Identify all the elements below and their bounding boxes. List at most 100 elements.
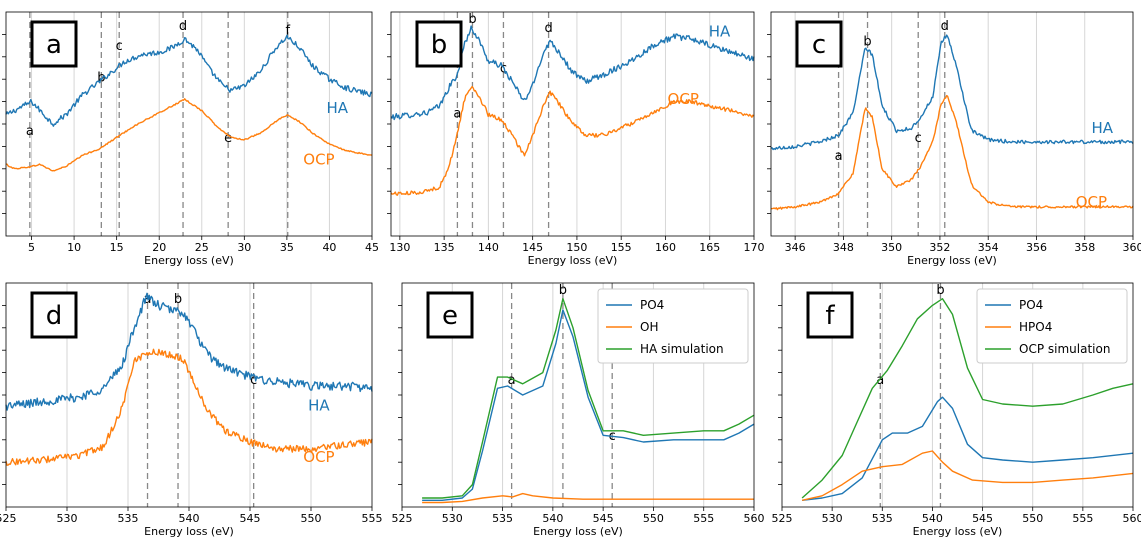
legend-frame <box>597 288 749 364</box>
panel-letter-box <box>30 291 78 339</box>
series-line-ocp <box>5 348 373 466</box>
x-tick-label: 356 <box>1026 241 1047 254</box>
panel-letter: c <box>812 30 826 60</box>
x-tick-label: 20 <box>152 241 166 254</box>
peak-label: b <box>936 283 944 298</box>
x-tick-label: 525 <box>0 512 17 525</box>
x-tick-label: 135 <box>434 241 455 254</box>
x-tick-label: 360 <box>1123 241 1141 254</box>
peak-label: c <box>116 39 123 54</box>
peak-label: b <box>468 12 476 27</box>
panel-c: a b c d 346 348 350 352 354 356 358 360 Energy loss … <box>767 11 1141 267</box>
x-tick-label: 155 <box>611 241 632 254</box>
peak-label: c <box>915 131 922 146</box>
x-tick-label: 535 <box>492 512 513 525</box>
x-tick-label: 160 <box>655 241 676 254</box>
series-label: OCP <box>303 448 334 466</box>
panel-letter-box <box>795 20 843 68</box>
series-line-oh <box>422 492 754 504</box>
peak-label: a <box>835 149 843 164</box>
x-tick-label: 25 <box>195 241 209 254</box>
peak-label: b <box>559 283 567 298</box>
x-tick-label: 530 <box>57 512 78 525</box>
series-label: HA <box>709 23 731 41</box>
x-tick-label: 550 <box>301 512 322 525</box>
panel-f: a b 525 530 535 540 545 550 555 560 Energy loss (e… <box>772 282 1141 538</box>
x-tick-label: 352 <box>929 241 950 254</box>
legend-label: OCP simulation <box>1019 342 1110 356</box>
x-tick-label: 560 <box>1123 512 1141 525</box>
x-tick-label: 530 <box>822 512 843 525</box>
x-tick-label: 525 <box>392 512 413 525</box>
peak-label: a <box>508 373 516 388</box>
series-line-ha-simulation <box>422 298 755 499</box>
x-axis-title: Energy loss (eV) <box>528 254 618 267</box>
x-tick-label: 550 <box>1022 512 1043 525</box>
x-tick-label: 130 <box>389 241 410 254</box>
legend-label: OH <box>640 320 658 334</box>
peak-label: a <box>26 124 34 139</box>
peak-label: c <box>250 373 257 388</box>
x-tick-label: 545 <box>593 512 614 525</box>
legend-label: HPO4 <box>1019 320 1052 334</box>
peak-label: b <box>174 292 182 307</box>
x-tick-label: 535 <box>872 512 893 525</box>
panel-a: a b c d e f 5 10 15 20 25 30 35 40 45 Energy loss (eV) a… <box>2 11 379 267</box>
x-tick-label: 555 <box>1072 512 1093 525</box>
series-label: OCP <box>303 150 334 168</box>
series-label: OCP <box>668 90 699 108</box>
panel-letter: e <box>442 301 458 331</box>
panel-b: a b c d 130 135 140 145 150 155 160 165 170 Energy lo… <box>387 11 765 267</box>
x-axis-title: Energy loss (eV) <box>144 254 234 267</box>
legend-frame <box>976 288 1128 364</box>
peak-label: b <box>97 70 105 85</box>
x-tick-label: 540 <box>922 512 943 525</box>
legend-label: HA simulation <box>640 342 724 356</box>
x-axis-title: Energy loss (eV) <box>913 525 1003 538</box>
peak-label: c <box>500 61 507 76</box>
x-tick-label: 555 <box>693 512 714 525</box>
x-tick-label: 350 <box>881 241 902 254</box>
x-tick-label: 5 <box>28 241 35 254</box>
x-axis-title: Energy loss (eV) <box>533 525 623 538</box>
series-line-hpo4 <box>801 450 1134 501</box>
panel-letter-box <box>806 291 854 339</box>
legend: PO4 HPO4 OCP simulation <box>976 288 1128 364</box>
panel-letter-box <box>415 20 463 68</box>
x-tick-label: 540 <box>179 512 200 525</box>
peak-label: d <box>941 19 949 34</box>
peak-label: f <box>285 23 290 38</box>
series-line-ocp <box>770 94 1134 211</box>
x-tick-label: 140 <box>478 241 499 254</box>
legend-label: PO4 <box>1019 298 1043 312</box>
x-tick-label: 545 <box>972 512 993 525</box>
series-line-ha <box>770 34 1134 151</box>
x-tick-label: 170 <box>744 241 765 254</box>
series-line-ha <box>5 292 373 411</box>
peak-label: d <box>179 19 187 34</box>
series-line-po4 <box>802 396 1134 501</box>
x-tick-label: 15 <box>110 241 124 254</box>
x-tick-label: 555 <box>362 512 383 525</box>
x-tick-label: 346 <box>785 241 806 254</box>
peak-label: a <box>876 373 884 388</box>
series-line-ocp-simulation <box>801 298 1134 499</box>
x-tick-label: 540 <box>542 512 563 525</box>
x-tick-label: 560 <box>744 512 765 525</box>
panel-letter: d <box>46 301 63 331</box>
x-tick-label: 358 <box>1074 241 1095 254</box>
series-line-po4 <box>422 309 755 501</box>
series-label: HA <box>308 397 330 415</box>
x-tick-label: 145 <box>522 241 543 254</box>
panel-letter-box <box>426 291 474 339</box>
series-label: HA <box>1091 119 1113 137</box>
x-axis-title: Energy loss (eV) <box>907 254 997 267</box>
x-tick-label: 30 <box>237 241 251 254</box>
x-tick-label: 35 <box>280 241 294 254</box>
panel-letter: a <box>46 30 62 60</box>
series-line-ocp <box>5 98 373 172</box>
peak-label: e <box>224 131 232 146</box>
peak-label: a <box>453 106 461 121</box>
